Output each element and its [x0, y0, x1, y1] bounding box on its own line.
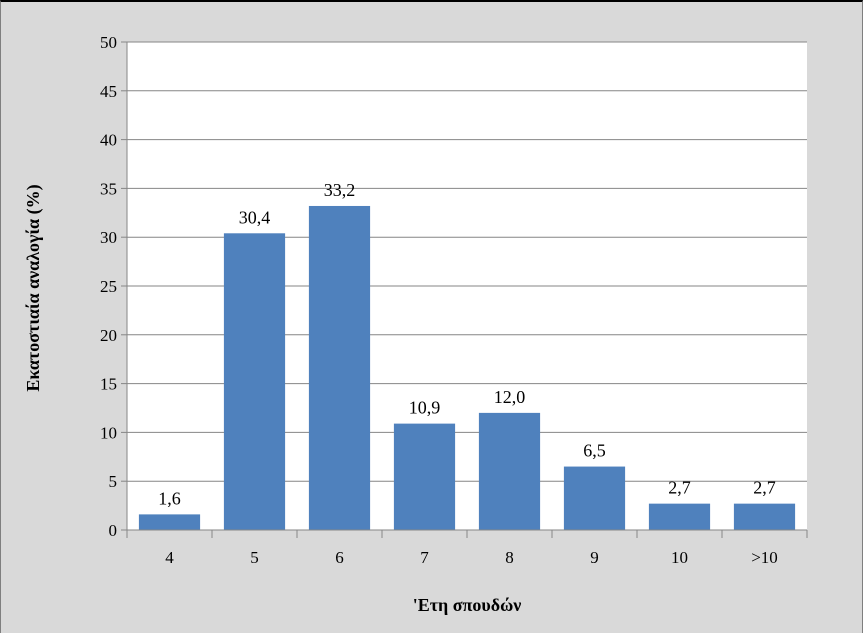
data-label: 2,7 [753, 478, 776, 498]
x-tick-label: 7 [420, 548, 429, 567]
y-tick-label: 25 [100, 277, 117, 296]
y-axis-title: Εκατοστιαία αναλογία (%) [23, 184, 44, 391]
x-tick-labels: 4 5 6 7 8 9 10 >10 [165, 548, 778, 567]
y-tick-label: 0 [109, 521, 118, 540]
y-tick-labels: 0 5 10 15 20 25 30 35 40 45 50 [100, 33, 117, 540]
data-label: 33,2 [324, 180, 356, 200]
y-tick-label: 5 [109, 472, 118, 491]
bar [478, 412, 541, 530]
x-tick-label: >10 [751, 548, 778, 567]
y-tick-label: 10 [100, 423, 117, 442]
data-label: 6,5 [583, 441, 606, 461]
data-label: 30,4 [239, 207, 271, 227]
bars [138, 205, 796, 530]
y-tick-label: 50 [100, 33, 117, 52]
data-label: 1,6 [158, 488, 181, 508]
bar [733, 503, 796, 530]
x-tick-label: 8 [505, 548, 514, 567]
data-labels: 1,6 30,4 33,2 10,9 12,0 6,5 2,7 2,7 [158, 180, 776, 508]
x-axis-title: 'Ετη σπουδών [413, 595, 522, 615]
x-tick-label: 6 [335, 548, 344, 567]
x-tick-label: 9 [590, 548, 599, 567]
bar [308, 205, 371, 530]
axes [121, 41, 808, 538]
y-tick-label: 20 [100, 326, 117, 345]
bar [393, 423, 456, 530]
x-tick-label: 4 [165, 548, 174, 567]
y-tick-label: 30 [100, 228, 117, 247]
bar [563, 466, 626, 530]
x-tick-label: 10 [671, 548, 688, 567]
x-tick-label: 5 [250, 548, 259, 567]
data-label: 2,7 [668, 478, 691, 498]
data-label: 12,0 [494, 387, 526, 407]
y-tick-label: 45 [100, 82, 117, 101]
y-tick-label: 40 [100, 131, 117, 150]
data-label: 10,9 [409, 398, 441, 418]
y-tick-label: 35 [100, 179, 117, 198]
bar [223, 233, 286, 530]
bar [138, 514, 201, 530]
bar [648, 503, 711, 530]
y-tick-label: 15 [100, 375, 117, 394]
